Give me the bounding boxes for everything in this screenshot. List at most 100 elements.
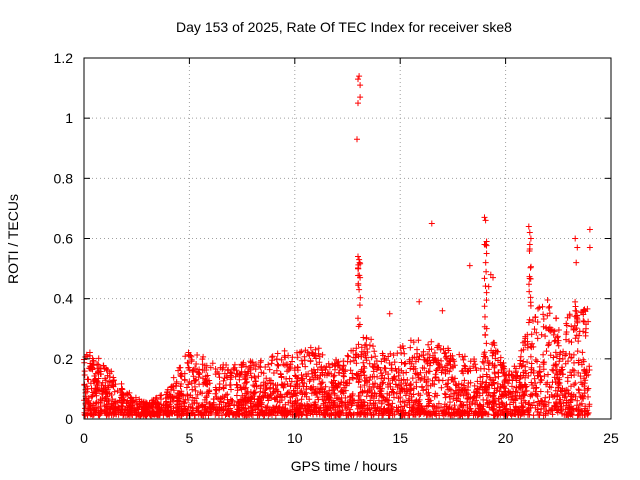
data-point <box>399 398 406 405</box>
data-point <box>481 275 488 282</box>
data-point <box>574 397 581 404</box>
data-point <box>435 377 442 383</box>
data-point <box>243 398 250 405</box>
data-point <box>527 235 534 242</box>
x-tick-label: 15 <box>392 430 408 446</box>
data-point <box>554 334 561 341</box>
data-point <box>505 372 512 379</box>
data-point <box>452 375 458 382</box>
data-point <box>186 352 193 359</box>
data-point <box>465 367 472 374</box>
data-point <box>406 382 413 389</box>
data-point <box>156 409 163 416</box>
data-point <box>564 378 571 385</box>
data-point <box>329 380 336 387</box>
data-point <box>534 335 541 342</box>
data-point <box>400 345 407 352</box>
data-point <box>455 408 462 415</box>
data-point <box>109 382 116 389</box>
data-point <box>435 357 442 364</box>
data-point <box>428 346 435 353</box>
data-point <box>131 409 138 416</box>
data-point <box>502 376 509 383</box>
data-point <box>528 379 535 386</box>
data-point <box>195 369 202 376</box>
data-point <box>349 391 356 397</box>
data-point <box>554 409 561 416</box>
data-point <box>490 394 497 401</box>
data-point <box>355 76 361 83</box>
data-point <box>520 392 527 399</box>
data-point <box>476 386 483 393</box>
data-point <box>312 401 319 408</box>
data-point <box>548 384 555 391</box>
data-point <box>309 370 316 377</box>
data-point <box>490 339 497 346</box>
data-point <box>248 362 254 369</box>
data-point <box>397 394 404 401</box>
data-point <box>419 383 426 390</box>
data-point <box>426 368 433 375</box>
data-point <box>445 377 452 383</box>
data-point <box>279 381 286 388</box>
data-point <box>451 358 458 365</box>
data-point <box>270 388 277 395</box>
data-point <box>545 399 552 406</box>
data-point <box>401 350 408 357</box>
data-point <box>313 361 320 368</box>
data-point <box>305 351 312 357</box>
data-point <box>414 350 421 357</box>
data-point <box>242 405 249 412</box>
data-point <box>190 373 197 380</box>
data-point <box>445 347 452 354</box>
data-point <box>554 333 561 340</box>
data-point <box>420 352 427 359</box>
data-point <box>335 403 341 410</box>
data-point <box>557 396 564 403</box>
data-point <box>194 352 201 358</box>
data-point <box>106 412 112 419</box>
data-point <box>480 396 487 403</box>
data-point <box>140 399 147 406</box>
data-point <box>471 389 477 396</box>
data-point <box>87 380 94 387</box>
data-point <box>299 376 306 383</box>
data-point <box>307 358 314 365</box>
data-point <box>528 391 534 398</box>
y-axis-label: ROTI / TECUs <box>5 194 21 284</box>
data-point <box>519 404 526 411</box>
data-point <box>527 353 534 360</box>
axis-ticks <box>83 57 612 420</box>
data-point <box>486 399 493 405</box>
data-point <box>283 375 290 382</box>
data-point <box>294 354 301 361</box>
data-point <box>423 386 430 393</box>
data-point <box>207 364 214 371</box>
data-point <box>543 348 550 355</box>
data-point <box>104 404 111 410</box>
data-point <box>375 364 382 371</box>
data-point <box>566 311 573 318</box>
data-point <box>378 375 385 382</box>
data-point <box>325 405 332 412</box>
data-point <box>463 391 470 398</box>
data-point <box>104 386 111 393</box>
data-point <box>252 406 259 413</box>
data-point <box>496 407 503 414</box>
data-points <box>81 73 593 419</box>
data-point <box>490 274 496 281</box>
data-point <box>273 356 280 363</box>
data-point <box>403 388 410 395</box>
data-point <box>554 403 561 410</box>
data-point <box>518 403 525 409</box>
data-point <box>292 398 299 405</box>
data-point <box>93 407 100 414</box>
data-point <box>416 411 423 418</box>
data-point <box>371 373 378 380</box>
data-point <box>550 393 556 400</box>
data-point <box>502 388 509 395</box>
data-point <box>523 370 530 377</box>
data-point <box>359 405 365 412</box>
data-point <box>482 259 489 266</box>
data-point <box>324 370 331 376</box>
